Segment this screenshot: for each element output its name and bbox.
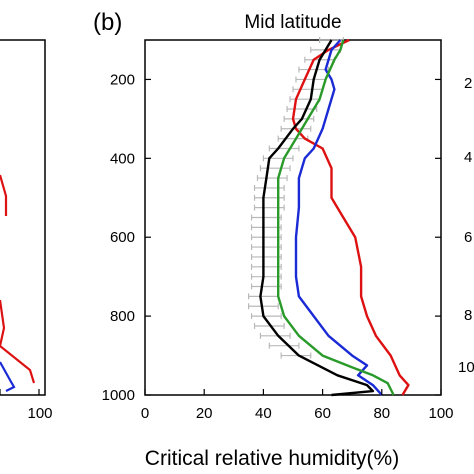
- x-tick-label: 60: [314, 405, 331, 422]
- x-tick-label: 80: [373, 405, 390, 422]
- series-line: [259, 39, 375, 397]
- error-bar: [250, 273, 282, 280]
- error-bar: [250, 313, 282, 320]
- error-bar: [253, 204, 285, 211]
- series-line: [294, 39, 383, 396]
- chart-title: Mid latitude: [244, 12, 341, 33]
- x-tick-label: 0: [141, 405, 149, 422]
- error-bar: [298, 66, 330, 73]
- error-bar: [256, 175, 288, 182]
- error-bar: [268, 342, 300, 349]
- left-plot-frame: [0, 39, 46, 396]
- error-bar: [259, 165, 291, 172]
- x-axis-label: Critical relative humidity(%): [145, 447, 399, 470]
- error-bar: [250, 244, 282, 251]
- main-panel: 0 20 40 60 80 100 200 400 600 800 1000: [102, 37, 454, 422]
- error-bar: [292, 86, 324, 93]
- error-bar: [280, 352, 312, 359]
- error-bar: [253, 194, 285, 201]
- series-line: [291, 38, 410, 396]
- error-bar: [295, 76, 327, 83]
- right-y-tick-label: 10: [458, 359, 474, 376]
- left-blue-line: [0, 361, 16, 392]
- series-line: [277, 39, 395, 396]
- x-tick-label: 100: [428, 405, 453, 422]
- error-bar: [250, 234, 282, 241]
- y-tick-label: 1000: [102, 387, 135, 404]
- x-tick-label: 40: [255, 405, 272, 422]
- error-bar: [259, 332, 291, 339]
- panel-label: (b): [93, 9, 122, 36]
- y-tick-label: 200: [110, 71, 135, 88]
- plot-frame: [144, 39, 442, 396]
- y-tick-label: 600: [110, 229, 135, 246]
- y-tick-label: 400: [110, 150, 135, 167]
- left-red-line-upper: [0, 174, 8, 216]
- right-panel: 2 4 6 8 10: [458, 75, 474, 376]
- error-bar: [250, 263, 282, 270]
- right-y-tick-label: 6: [464, 229, 472, 246]
- right-y-tick-label: 8: [464, 307, 472, 324]
- y-axis: 200 400 600 800 1000: [102, 71, 441, 404]
- error-bar: [250, 283, 282, 290]
- error-bar: [250, 253, 282, 260]
- error-bar: [248, 293, 279, 300]
- y-tick-label: 800: [110, 308, 135, 325]
- x-tick-label: 20: [196, 405, 213, 422]
- right-y-tick-label: 2: [464, 75, 472, 92]
- error-bar: [253, 184, 285, 191]
- left-red-line-lower: [0, 299, 36, 384]
- error-bar: [250, 214, 282, 221]
- error-bar: [250, 224, 282, 231]
- series-lines: [259, 38, 410, 397]
- left-x-tick-label: 100: [27, 405, 52, 422]
- error-bar: [286, 106, 318, 113]
- left-panel: 100: [0, 39, 53, 422]
- error-bar: [248, 303, 279, 310]
- x-axis: 0 20 40 60 80 100: [141, 389, 454, 422]
- right-y-tick-label: 4: [464, 149, 472, 166]
- error-bar: [268, 145, 300, 152]
